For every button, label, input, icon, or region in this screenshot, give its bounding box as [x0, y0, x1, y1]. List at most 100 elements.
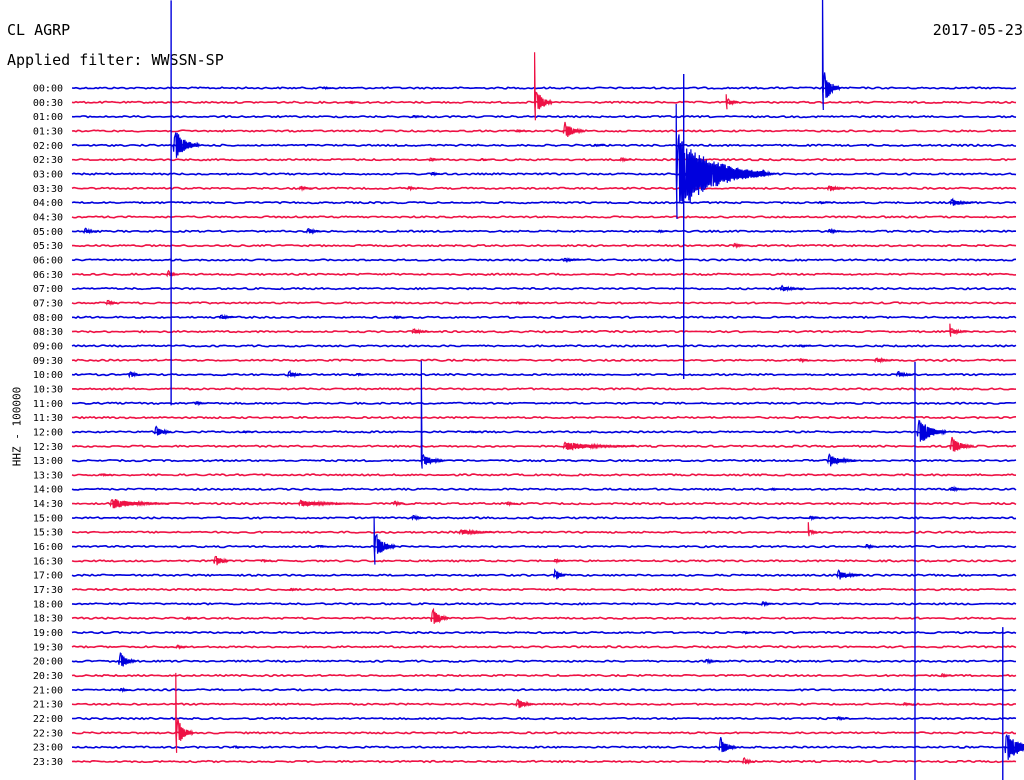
- seismic-event: [373, 516, 396, 565]
- seismic-event: [949, 436, 975, 452]
- seismic-event: [760, 169, 777, 178]
- seismic-event: [895, 370, 914, 378]
- tick-label: 08:00: [33, 313, 63, 324]
- seismic-event: [873, 356, 893, 364]
- seismic-event: [826, 185, 846, 192]
- seismic-event: [468, 430, 481, 434]
- seismic-event: [184, 616, 198, 621]
- seismic-event: [798, 357, 812, 364]
- tick-label: 03:00: [33, 169, 63, 180]
- station-label: CL AGRP: [7, 21, 71, 39]
- trace-line: [71, 587, 1017, 592]
- trace-line: [71, 616, 1017, 620]
- trace-line: [71, 415, 1017, 420]
- seismic-event: [260, 558, 273, 564]
- trace-line: [71, 487, 1017, 491]
- seismic-event: [317, 544, 330, 549]
- tick-label: 23:30: [33, 757, 63, 768]
- tick-label: 22:30: [33, 728, 63, 739]
- seismic-event: [562, 257, 581, 263]
- trace-line: [71, 172, 1017, 176]
- tick-label: 22:00: [33, 714, 63, 725]
- seismic-event: [552, 568, 566, 580]
- trace-line: [71, 329, 1017, 334]
- trace-line: [71, 559, 1017, 563]
- seismic-event: [949, 323, 968, 337]
- seismic-event: [826, 453, 858, 467]
- trace-line: [71, 501, 1017, 506]
- trace-line: [71, 630, 1017, 635]
- seismic-event: [175, 672, 194, 753]
- trace-line: [71, 473, 1017, 477]
- tick-label: 16:30: [33, 556, 63, 567]
- tick-label: 23:00: [33, 743, 63, 754]
- trace-line: [71, 673, 1017, 678]
- seismic-event: [864, 543, 878, 550]
- tick-label: 02:30: [33, 155, 63, 166]
- seismic-event: [286, 369, 303, 379]
- tick-label: 07:30: [33, 298, 63, 309]
- seismic-event: [99, 473, 113, 477]
- filter-label: Applied filter: WWSSN-SP: [7, 51, 224, 69]
- trace-line: [71, 229, 1017, 234]
- date-label: 2017-05-23: [932, 21, 1023, 39]
- seismic-event: [411, 328, 430, 335]
- trace-line: [71, 530, 1017, 534]
- trace-line: [71, 759, 1017, 764]
- tick-label: 05:30: [33, 241, 63, 252]
- seismic-event: [288, 587, 302, 592]
- seismic-event: [430, 171, 443, 177]
- seismic-event: [194, 400, 207, 407]
- seismic-event: [298, 185, 314, 192]
- tick-label: 21:00: [33, 685, 63, 696]
- trace-line: [72, 243, 1017, 248]
- seismic-event: [770, 487, 783, 492]
- seismic-event: [741, 630, 755, 635]
- seismic-event: [321, 85, 335, 91]
- seismic-event: [656, 229, 670, 234]
- trace-line: [71, 186, 1017, 191]
- seismic-event: [779, 284, 805, 293]
- seismic-event: [105, 299, 119, 307]
- tick-label: 14:00: [33, 485, 63, 496]
- seismic-event: [949, 485, 968, 493]
- seismic-event: [420, 360, 446, 469]
- trace-line: [71, 358, 1017, 362]
- seismic-event: [807, 522, 821, 537]
- trace-line: [71, 430, 1017, 434]
- tick-label: 15:30: [33, 528, 63, 539]
- seismic-event: [807, 515, 821, 522]
- trace-line: [71, 215, 1017, 219]
- seismic-event: [213, 555, 229, 566]
- seismic-event: [553, 557, 566, 565]
- seismic-event: [836, 569, 861, 580]
- trace-line: [71, 702, 1017, 706]
- seismic-event: [619, 156, 632, 163]
- tick-label: 17:30: [33, 585, 63, 596]
- tick-label: 17:00: [33, 571, 63, 582]
- seismic-event: [534, 52, 553, 121]
- seismic-event: [940, 673, 953, 679]
- tick-label: 19:00: [33, 628, 63, 639]
- seismic-event: [305, 227, 322, 235]
- trace-line: [71, 731, 1017, 735]
- tick-label: 01:30: [33, 126, 63, 137]
- trace-line: [71, 516, 1017, 520]
- tick-label: 00:30: [33, 98, 63, 109]
- trace-line: [71, 286, 1017, 291]
- seismic-event: [760, 601, 774, 608]
- seismic-event: [718, 737, 737, 753]
- trace-line: [71, 716, 1017, 721]
- seismic-event: [348, 100, 361, 105]
- trace-line: [71, 444, 1017, 448]
- seismic-event: [685, 165, 704, 179]
- seismic-event: [515, 129, 528, 134]
- tick-label: 00:00: [33, 84, 63, 95]
- trace-line: [71, 602, 1017, 606]
- trace-line: [71, 301, 1017, 305]
- event-marks: [82, 0, 1024, 780]
- tick-label: 09:00: [33, 341, 63, 352]
- seismic-event: [165, 269, 179, 278]
- tick-label: 04:00: [33, 198, 63, 209]
